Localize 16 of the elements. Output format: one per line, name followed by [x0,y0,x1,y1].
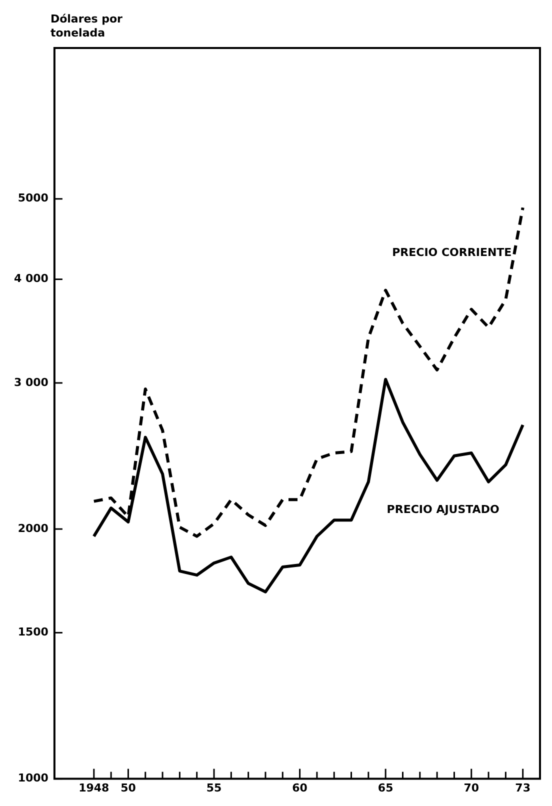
y-tick-label: 2000 [18,522,49,535]
x-tick-label: 60 [292,781,308,794]
y-tick-label: 1000 [18,772,49,785]
x-tick-label: 55 [206,781,222,794]
y-axis-title: Dólares por tonelada [50,12,124,40]
y-tick-label: 4 000 [14,272,49,286]
x-tick-label: 65 [378,781,394,794]
series-label: PRECIO CORRIENTE [392,246,512,260]
y-tick-label: 3 000 [14,376,49,389]
x-tick-label: 73 [515,781,530,794]
x-tick-label: 70 [464,781,480,794]
text: PRECIO AJUSTADO [386,503,500,516]
y-tick-label: 5000 [18,192,49,205]
x-tick-label: 1948 [78,781,110,794]
y-tick-label: 1500 [18,626,49,639]
x-tick-label: 50 [120,781,136,794]
